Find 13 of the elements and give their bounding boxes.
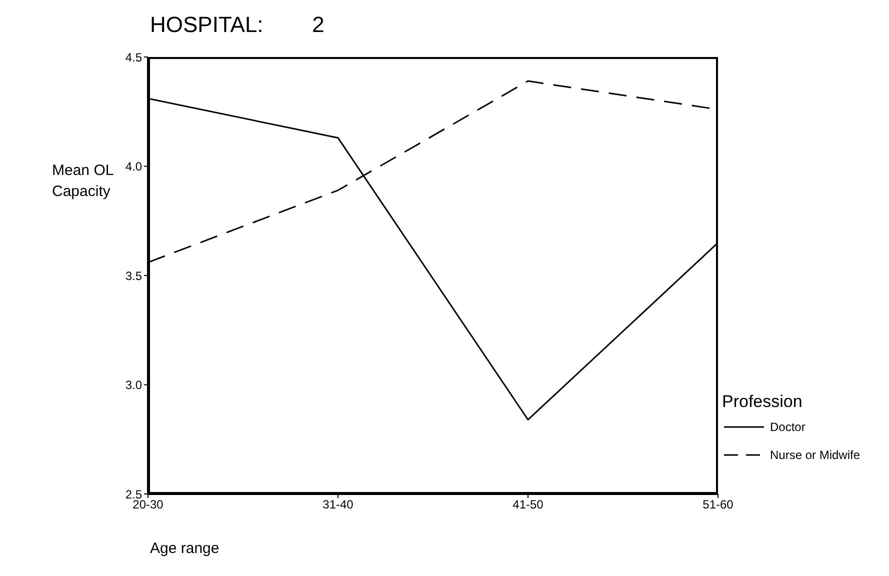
x-tick-label: 51-60 [702, 498, 734, 512]
x-axis-title: Age range [150, 540, 220, 557]
y-tick-label: 4.5 [125, 50, 142, 64]
chart-title: HOSPITAL: 2 [150, 12, 324, 38]
x-tick-label: 31-40 [322, 498, 354, 512]
x-tick-label: 41-50 [512, 498, 544, 512]
legend-label: Nurse or Midwife [770, 448, 860, 462]
y-tick-label: 3.0 [125, 378, 142, 392]
y-tick-label: 4.0 [125, 160, 142, 174]
legend-title: Profession [722, 392, 804, 412]
y-axis-title: Mean OL Capacity [52, 161, 114, 202]
legend-label: Doctor [770, 420, 806, 434]
y-tick-label: 3.5 [125, 268, 142, 283]
